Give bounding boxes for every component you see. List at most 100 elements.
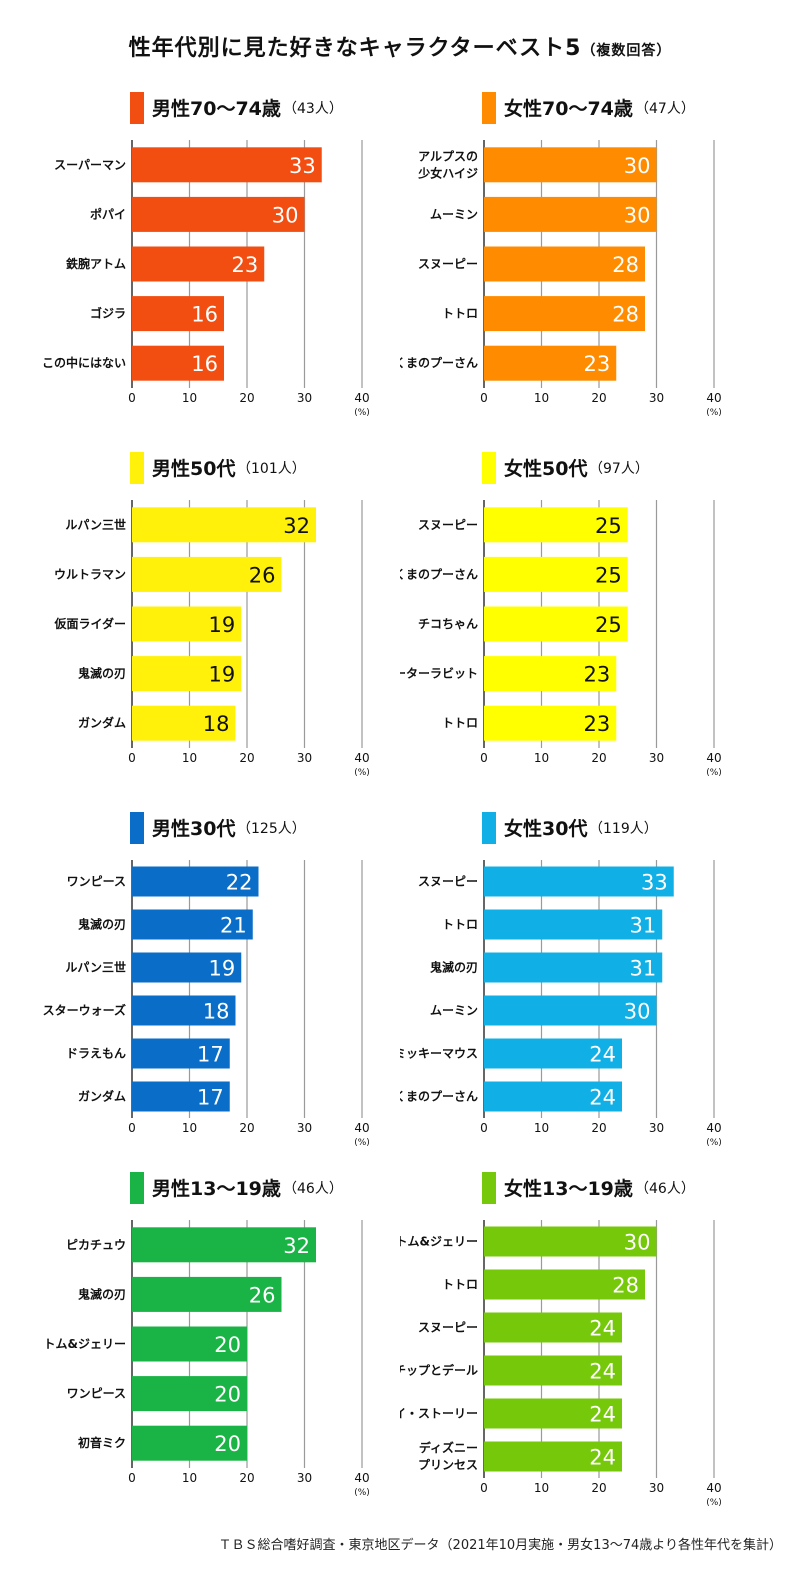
tick-label-40-f30: 40 (706, 1121, 721, 1135)
value-label-m30-2: 19 (209, 957, 236, 981)
category-label-f13-4: トイ・ストーリー (400, 1407, 478, 1421)
bar-m30-2 (132, 952, 242, 983)
category-label-f30-1: トトロ (442, 918, 478, 932)
bar-chart-f13: 0 10 20 30 40 (%) 30 トム&ジェリー 28 トトロ 24 スヌーピー 24 チップとデ… (400, 1220, 722, 1508)
panel-count-f13: （46人） (635, 1181, 695, 1197)
tick-label-0-m70: 0 (128, 391, 136, 405)
bar-f30-1 (484, 909, 663, 940)
tick-label-40-m30: 40 (354, 1121, 369, 1135)
category-label-m70-3: ゴジラ (90, 306, 126, 321)
tick-label-0-m13: 0 (128, 1471, 136, 1485)
bar-f70-1 (484, 196, 657, 232)
value-label-f30-1: 31 (630, 914, 657, 938)
value-label-f70-0: 30 (624, 154, 651, 178)
value-label-f13-1: 28 (612, 1274, 639, 1298)
bar-m30-4 (132, 1038, 230, 1069)
bar-m30-1 (132, 909, 253, 940)
legend-swatch-f70 (482, 92, 496, 124)
bar-f30-5 (484, 1081, 622, 1112)
bar-f50-2 (484, 606, 628, 642)
unit-label-f13: (%) (706, 1498, 722, 1508)
tick-label-30-m50: 30 (297, 751, 312, 765)
tick-label-40-f70: 40 (706, 391, 721, 405)
bar-m50-1 (132, 556, 282, 592)
bar-m13-0 (132, 1227, 316, 1263)
tick-label-10-f13: 10 (534, 1481, 549, 1495)
bar-m13-2 (132, 1326, 247, 1362)
tick-label-20-m30: 20 (239, 1121, 254, 1135)
value-label-f30-0: 33 (641, 871, 668, 895)
value-label-m30-1: 21 (220, 914, 247, 938)
tick-label-40-f50: 40 (706, 751, 721, 765)
legend-swatch-f13 (482, 1172, 496, 1204)
bar-f30-3 (484, 995, 657, 1026)
unit-label-m13: (%) (354, 1488, 370, 1498)
legend-swatch-m13 (130, 1172, 144, 1204)
tick-label-10-f50: 10 (534, 751, 549, 765)
value-label-m70-1: 30 (272, 203, 299, 227)
panel-count-m70: （43人） (283, 101, 343, 117)
bar-f50-3 (484, 656, 617, 692)
value-label-m13-1: 26 (249, 1283, 276, 1307)
bar-m13-4 (132, 1425, 247, 1461)
chart-panel-f50: 女性50代 （97人） 0 10 20 30 40 (%) 25 スヌーピー 25 くまのプーさん 25… (400, 452, 800, 792)
legend-swatch-f50 (482, 452, 496, 484)
value-label-f70-2: 28 (612, 253, 639, 277)
legend-swatch-m30 (130, 812, 144, 844)
bar-chart-f70: 0 10 20 30 40 (%) 30 アルプスの少女ハイジ 30 ムーミン 28 スヌーピー 28 ト… (400, 140, 722, 418)
panel-title-f13: 女性13〜19歳 (504, 1178, 633, 1200)
category-label-m13-4: 初音ミク (78, 1435, 126, 1450)
value-label-m13-0: 32 (283, 1234, 310, 1258)
category-label-m70-2: 鉄腕アトム (66, 256, 126, 271)
category-label-m50-3: 鬼滅の刃 (78, 666, 126, 681)
tick-label-20-f30: 20 (591, 1121, 606, 1135)
category-label-f50-4: トトロ (442, 716, 478, 730)
chart-panel-f70: 女性70〜74歳 （47人） 0 10 20 30 40 (%) 30 アルプスの少女ハイジ 30 ム… (400, 92, 800, 432)
category-label-f50-2: チコちゃん (418, 617, 478, 631)
chart-panel-m13: 男性13〜19歳 （46人） 0 10 20 30 40 (%) 32 ピカチュウ 26 鬼滅の刃 20… (0, 1172, 400, 1512)
value-label-f13-0: 30 (624, 1231, 651, 1255)
category-label-f30-0: スヌーピー (418, 875, 478, 889)
panel-count-m50: （101人） (237, 461, 306, 477)
category-label-f13-3: チップとデール (400, 1363, 478, 1378)
tick-label-40-m50: 40 (354, 751, 369, 765)
value-label-m30-3: 18 (203, 1000, 230, 1024)
tick-label-10-m13: 10 (182, 1471, 197, 1485)
tick-label-30-f30: 30 (649, 1121, 664, 1135)
bar-f13-2 (484, 1312, 622, 1343)
category-label-m13-1: 鬼滅の刃 (78, 1286, 126, 1301)
tick-label-40-f13: 40 (706, 1481, 721, 1495)
value-label-f30-3: 30 (624, 1000, 651, 1024)
value-label-f13-3: 24 (589, 1360, 616, 1384)
bar-chart-m13: 0 10 20 30 40 (%) 32 ピカチュウ 26 鬼滅の刃 20 トム&ジェリー 20 ワンピー… (44, 1220, 370, 1498)
unit-label-m50: (%) (354, 768, 370, 778)
bar-m13-3 (132, 1376, 247, 1412)
category-label-m13-0: ピカチュウ (66, 1238, 126, 1252)
bar-f70-0 (484, 147, 657, 183)
category-label-m70-0: スーパーマン (54, 158, 126, 172)
value-label-m50-3: 19 (209, 663, 236, 687)
bar-f30-0 (484, 866, 674, 897)
main-title-text: 性年代別に見た好きなキャラクターベスト5 (128, 36, 582, 61)
source-footnote: ＴＢＳ総合嗜好調査・東京地区データ（2021年10月実施・男女13〜74歳より各… (218, 1538, 782, 1553)
category-label-f70-3: トトロ (442, 307, 478, 321)
tick-label-40-m13: 40 (354, 1471, 369, 1485)
category-label-f30-5: くまのプーさん (400, 1089, 478, 1104)
value-label-m30-0: 22 (226, 871, 253, 895)
bar-m13-1 (132, 1276, 282, 1312)
category-label-m50-2: 仮面ライダー (53, 616, 126, 631)
tick-label-0-m50: 0 (128, 751, 136, 765)
tick-label-20-m70: 20 (239, 391, 254, 405)
bar-f13-1 (484, 1269, 645, 1300)
category-label-m50-0: ルパン三世 (65, 517, 126, 532)
legend-swatch-f30 (482, 812, 496, 844)
category-label-m30-0: ワンピース (67, 875, 126, 889)
category-label-f30-2: 鬼滅の刃 (430, 960, 478, 975)
tick-label-30-m13: 30 (297, 1471, 312, 1485)
category-label-m70-4: この中にはない (42, 355, 126, 370)
tick-label-30-f70: 30 (649, 391, 664, 405)
category-label-m50-4: ガンダム (78, 715, 126, 730)
value-label-f13-5: 24 (589, 1446, 616, 1470)
category-label-f50-3: ピーターラビット (400, 666, 478, 681)
category-label-f13-2: スヌーピー (418, 1321, 478, 1335)
